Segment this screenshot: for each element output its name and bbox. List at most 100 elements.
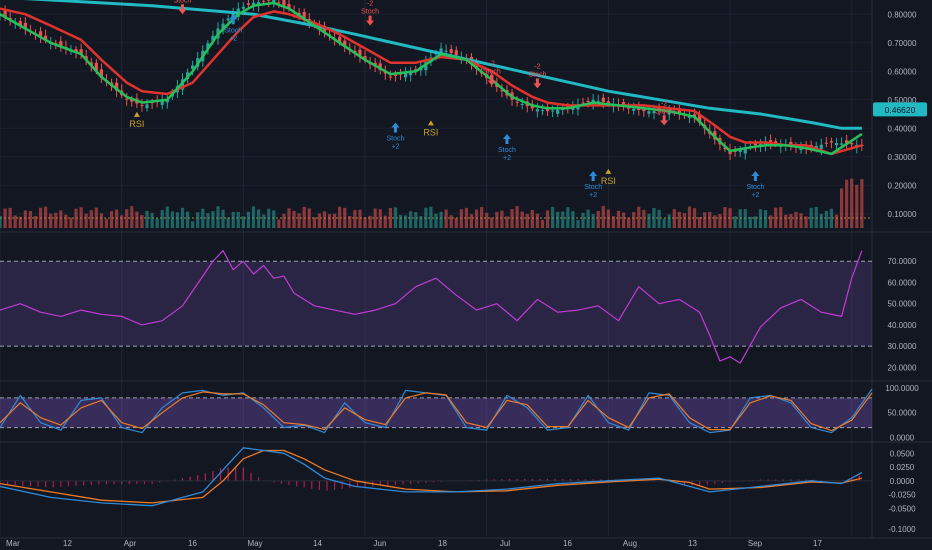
candle-body: [474, 63, 479, 69]
macd-histogram-bar: [569, 479, 571, 481]
stoch-up-label: Stoch: [386, 136, 404, 143]
x-tick-label: May: [247, 539, 262, 548]
volume-bar: [652, 207, 656, 228]
macd-histogram-bar: [250, 472, 252, 481]
volume-bar: [799, 213, 803, 228]
volume-bar: [748, 216, 752, 228]
price-tick-label: 0.60000: [888, 67, 917, 76]
volume-bar: [120, 215, 124, 228]
volume-bar: [464, 207, 469, 228]
volume-bar: [662, 218, 666, 228]
stoch-down-value: -2: [661, 100, 667, 107]
volume-bar: [480, 207, 484, 228]
macd-histogram-bar: [729, 480, 731, 483]
volume-bar: [221, 209, 225, 228]
volume-bar: [769, 215, 773, 228]
stoch-up-value: +2: [503, 155, 511, 162]
candle-body: [581, 102, 585, 104]
volume-bar: [267, 208, 271, 228]
volume-bar: [611, 216, 616, 228]
volume-bar: [566, 207, 570, 228]
candle-body: [160, 100, 164, 105]
candle-body: [3, 10, 7, 18]
candle-body: [251, 2, 256, 6]
x-tick-label: 16: [563, 539, 572, 548]
macd-histogram-bar: [37, 480, 39, 487]
volume-bar: [338, 206, 342, 228]
volume-bar: [307, 208, 311, 228]
volume-bar: [850, 178, 854, 228]
macd-histogram-bar: [326, 480, 328, 491]
candle-body: [94, 62, 98, 72]
volume-bar: [723, 207, 727, 228]
candle-body: [677, 108, 681, 114]
candle-body: [515, 101, 519, 103]
candle-body: [74, 49, 78, 53]
x-tick-label: Mar: [6, 539, 20, 548]
macd-histogram-bar: [790, 479, 792, 481]
price-tick-label: 0.40000: [888, 124, 917, 133]
volume-bar: [627, 217, 631, 228]
volume-bar: [682, 213, 687, 228]
volume-bar: [789, 214, 793, 228]
volume-bar: [135, 211, 139, 228]
volume-bar: [581, 212, 585, 228]
candle-body: [839, 143, 844, 145]
rsi-marker-label: RSI: [601, 176, 616, 186]
macd-histogram-bar: [204, 473, 206, 481]
macd-signal-line: [0, 449, 863, 504]
macd-histogram-bar: [493, 479, 495, 481]
macd-histogram-bar: [90, 480, 92, 485]
candle-body: [272, 0, 276, 3]
candle-body: [226, 18, 230, 21]
candle-body: [444, 50, 448, 52]
volume-bar: [616, 210, 621, 228]
volume-bar: [373, 208, 377, 228]
volume-bar: [434, 213, 438, 228]
last-price-badge: [873, 102, 927, 117]
macd-histogram-bar: [775, 479, 777, 481]
macd-histogram-bar: [699, 480, 701, 485]
macd-histogram-bar: [311, 480, 313, 489]
macd-histogram-bar: [60, 480, 62, 487]
volume-panel: [0, 178, 872, 228]
candle-body: [343, 40, 347, 47]
macd-histogram-bar: [524, 478, 526, 481]
macd-histogram-bar: [714, 480, 716, 484]
volume-bar: [312, 217, 316, 228]
macd-histogram-bar: [75, 480, 77, 486]
volume-bar: [368, 215, 372, 228]
volume-bar: [140, 215, 144, 228]
macd-histogram-bar: [273, 480, 275, 483]
macd-histogram-bar: [121, 480, 123, 485]
volume-bar: [814, 206, 818, 228]
x-tick-label: Jul: [500, 539, 510, 548]
stoch-up-icon: [229, 14, 238, 25]
volume-bar: [855, 184, 859, 228]
x-tick-label: 18: [438, 539, 447, 548]
macd-histogram-bar: [29, 480, 32, 487]
volume-bar: [824, 210, 828, 228]
volume-bar: [363, 217, 367, 228]
volume-bar: [348, 216, 352, 228]
candle-body: [652, 111, 656, 114]
macd-histogram-bar: [508, 478, 511, 481]
volume-bar: [403, 215, 408, 228]
macd-histogram-bar: [189, 476, 191, 481]
macd-histogram-bar: [295, 480, 298, 487]
stoch-up-label: Stoch: [498, 147, 516, 154]
x-tick-label: 14: [313, 539, 322, 548]
candle-body: [799, 147, 803, 151]
stoch-down-label: Stoch: [361, 9, 379, 16]
volume-bar: [774, 207, 778, 228]
volume-bar: [515, 206, 519, 228]
volume-bar: [69, 217, 73, 228]
stoch-down-value: -2: [489, 61, 495, 68]
price-tick-label: 0.20000: [888, 181, 917, 190]
macd-histogram-bar: [584, 479, 587, 481]
macd-line: [0, 447, 863, 507]
price-tick-label: 0.10000: [888, 210, 917, 219]
volume-bar: [540, 219, 545, 228]
volume-bar: [763, 210, 768, 228]
macd-panel: [0, 447, 872, 507]
